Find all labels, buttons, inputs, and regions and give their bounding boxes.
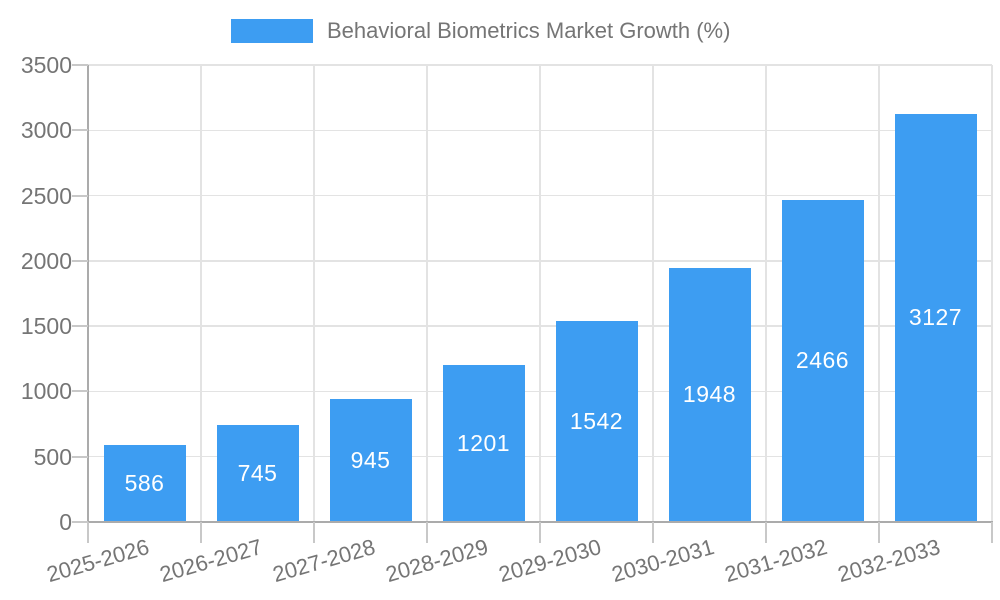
bar-value-label: 3127 [908, 304, 963, 331]
bar[interactable]: 1201 [442, 365, 525, 522]
x-gridline [991, 65, 993, 522]
y-axis-label: 500 [33, 443, 72, 470]
bar-value-label: 1948 [682, 381, 737, 408]
x-axis-label: 2031-2032 [721, 534, 830, 588]
y-axis-tick [72, 194, 88, 197]
x-axis-label: 2026-2027 [156, 534, 265, 588]
y-axis-label: 3000 [20, 117, 72, 144]
x-axis-label: 2030-2031 [608, 534, 717, 588]
y-axis-tick [72, 455, 88, 458]
x-axis-tick [652, 522, 654, 543]
y-axis-label: 0 [59, 509, 72, 535]
x-axis-label: 2028-2029 [382, 534, 491, 588]
y-axis-tick [72, 390, 88, 393]
x-axis-label: 2025-2026 [43, 534, 152, 588]
bar[interactable]: 745 [216, 424, 299, 522]
y-axis-label: 1000 [20, 378, 72, 405]
y-axis-label: 2000 [20, 247, 72, 274]
x-gridline [313, 65, 315, 522]
y-axis-label: 3500 [20, 52, 72, 78]
y-axis-tick [72, 325, 88, 328]
x-gridline [200, 65, 202, 522]
x-axis-tick [200, 522, 202, 543]
bar-value-label: 2466 [795, 347, 850, 374]
y-axis-line [87, 65, 89, 543]
bar[interactable]: 2466 [781, 200, 864, 522]
bar[interactable]: 945 [329, 398, 412, 522]
legend-label: Behavioral Biometrics Market Growth (%) [327, 18, 731, 43]
x-axis-label: 2029-2030 [495, 534, 604, 588]
y-axis-label: 1500 [20, 313, 72, 340]
x-gridline [878, 65, 880, 522]
bar[interactable]: 3127 [894, 113, 977, 522]
bar-value-label: 1542 [569, 407, 624, 434]
x-axis-tick [426, 522, 428, 543]
y-axis-tick [72, 129, 88, 132]
x-axis-tick [991, 522, 993, 543]
bar-value-label: 586 [124, 470, 165, 497]
bar[interactable]: 1948 [668, 267, 751, 522]
x-axis-label: 2027-2028 [269, 534, 378, 588]
bar-value-label: 1201 [456, 430, 511, 457]
x-axis-label: 2032-2033 [834, 534, 943, 588]
bar[interactable]: 586 [103, 445, 186, 522]
x-axis-tick [878, 522, 880, 543]
legend-swatch [231, 19, 313, 43]
y-axis-label: 2500 [20, 182, 72, 209]
y-axis-tick [72, 64, 88, 66]
x-gridline [426, 65, 428, 522]
bar[interactable]: 1542 [555, 320, 638, 522]
x-gridline [539, 65, 541, 522]
x-axis-tick [539, 522, 541, 543]
x-axis-tick [765, 522, 767, 543]
x-gridline [652, 65, 654, 522]
bar-value-label: 945 [350, 446, 391, 473]
bar-value-label: 745 [237, 459, 278, 486]
x-gridline [765, 65, 767, 522]
x-axis-tick [87, 522, 89, 543]
y-axis-tick [72, 521, 88, 523]
legend-item[interactable]: Behavioral Biometrics Market Growth (%) [231, 13, 730, 49]
y-axis-tick [72, 259, 88, 262]
x-axis-tick [313, 522, 315, 543]
